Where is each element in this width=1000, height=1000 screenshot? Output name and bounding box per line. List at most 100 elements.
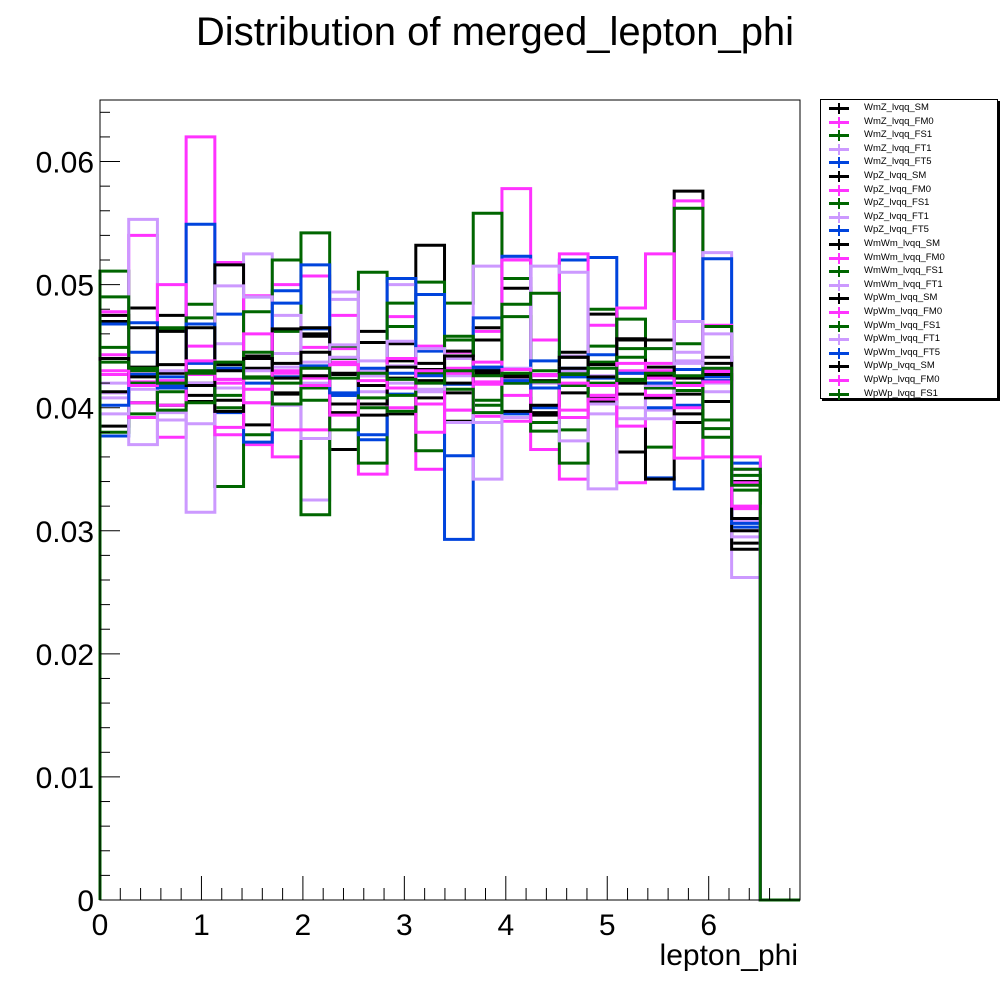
legend-entry: WpWm_lvqq_FS1 bbox=[821, 319, 997, 333]
x-tick-label: 0 bbox=[92, 909, 109, 942]
legend-label: WpWm_lvqq_FS1 bbox=[864, 319, 941, 331]
series-line-4 bbox=[98, 222, 800, 902]
histogram-series-group bbox=[98, 135, 800, 902]
legend-label: WmWm_lvqq_FM0 bbox=[864, 251, 945, 263]
y-tick-label: 0.01 bbox=[36, 762, 94, 795]
legend-errorbar-symbol bbox=[838, 184, 840, 196]
legend-entry: WmWm_lvqq_FS1 bbox=[821, 264, 997, 278]
legend-errorbar-symbol bbox=[838, 320, 840, 332]
legend-entry: WmWm_lvqq_SM bbox=[821, 237, 997, 251]
legend-entry: WmWm_lvqq_FM0 bbox=[821, 251, 997, 265]
x-tick-label: 3 bbox=[396, 909, 413, 942]
x-tick-label: 5 bbox=[599, 909, 616, 942]
y-tick-label: 0.03 bbox=[36, 516, 94, 549]
legend-label: WmZ_lvqq_FS1 bbox=[864, 129, 933, 141]
legend-errorbar-symbol bbox=[838, 266, 840, 278]
y-tick-label: 0.04 bbox=[36, 393, 94, 426]
y-tick-label: 0.05 bbox=[36, 270, 94, 303]
legend-entry: WpWm_lvqq_SM bbox=[821, 291, 997, 305]
y-tick-label: 0.02 bbox=[36, 639, 94, 672]
legend-entry: WpWp_lvqq_SM bbox=[821, 359, 997, 373]
legend-label: WpWm_lvqq_FM0 bbox=[864, 306, 943, 317]
legend-errorbar-symbol bbox=[838, 334, 840, 346]
legend-entry: WpWm_lvqq_FT5 bbox=[821, 346, 997, 360]
y-tick-labels: 0 0.01 0.02 0.03 0.04 0.05 0.06 bbox=[36, 147, 94, 918]
legend-entry: WpZ_lvqq_FT1 bbox=[821, 210, 997, 224]
legend-errorbar-symbol bbox=[838, 130, 840, 142]
y-tick-label: 0.06 bbox=[36, 147, 94, 180]
legend-entry: WmZ_lvqq_FS1 bbox=[821, 128, 997, 142]
legend-errorbar-symbol bbox=[838, 171, 840, 182]
legend-errorbar-symbol bbox=[838, 347, 840, 359]
series-line-0 bbox=[98, 189, 800, 902]
legend-label: WpWm_lvqq_FT5 bbox=[864, 346, 941, 358]
x-tick-label: 6 bbox=[700, 909, 717, 942]
legend-entry: WmZ_lvqq_FT1 bbox=[821, 142, 997, 156]
series-line-19 bbox=[98, 356, 800, 902]
legend-errorbar-symbol bbox=[838, 225, 840, 237]
legend-label: WpWm_lvqq_FT1 bbox=[864, 333, 941, 345]
series-line-16 bbox=[98, 295, 800, 902]
legend-entry: WpZ_lvqq_FM0 bbox=[821, 183, 997, 197]
series-line-14 bbox=[98, 350, 800, 902]
plot-frame bbox=[99, 99, 801, 901]
legend-label: WmWm_lvqq_FS1 bbox=[864, 265, 944, 277]
x-tick-label: 2 bbox=[295, 909, 312, 942]
legend-label: WpWp_lvqq_FS1 bbox=[864, 387, 938, 399]
chart-title: Distribution of merged_lepton_phi bbox=[195, 10, 795, 54]
legend-label: WmZ_lvqq_SM bbox=[864, 102, 929, 113]
legend-entry: WpWm_lvqq_FM0 bbox=[821, 305, 997, 319]
x-tick-labels: 0 1 2 3 4 5 6 bbox=[92, 909, 717, 942]
series-line-1 bbox=[98, 135, 800, 902]
legend-label: WpZ_lvqq_FT1 bbox=[864, 210, 929, 222]
legend-label: WmZ_lvqq_FT5 bbox=[864, 156, 932, 168]
y-tick-label: 0 bbox=[77, 885, 94, 918]
legend-errorbar-symbol bbox=[838, 103, 840, 114]
legend-errorbar-symbol bbox=[838, 252, 840, 264]
legend-label: WmZ_lvqq_FM0 bbox=[864, 115, 934, 127]
legend-errorbar-symbol bbox=[838, 157, 840, 169]
x-axis-label: lepton_phi bbox=[660, 939, 798, 972]
legend-errorbar-symbol bbox=[838, 211, 840, 223]
legend-label: WpZ_lvqq_FT5 bbox=[864, 224, 929, 236]
legend-label: WpZ_lvqq_FM0 bbox=[864, 183, 932, 195]
legend-errorbar-symbol bbox=[838, 143, 840, 155]
legend-label: WpWm_lvqq_SM bbox=[864, 292, 938, 304]
legend-errorbar-symbol bbox=[838, 375, 840, 386]
legend-label: WmWm_lvqq_FT1 bbox=[864, 278, 943, 290]
x-tick-label: 1 bbox=[193, 909, 210, 942]
legend-entry: WmZ_lvqq_FM0 bbox=[821, 115, 997, 129]
legend-label: WpWp_lvqq_SM bbox=[864, 360, 935, 372]
legend-errorbar-symbol bbox=[838, 388, 840, 400]
legend-errorbar-symbol bbox=[838, 239, 840, 250]
legend-label: WmZ_lvqq_FT1 bbox=[864, 142, 932, 154]
legend-entry: WpZ_lvqq_FS1 bbox=[821, 196, 997, 210]
series-line-13 bbox=[98, 320, 800, 902]
legend-entry: WmZ_lvqq_FT5 bbox=[821, 155, 997, 169]
series-line-21 bbox=[98, 360, 800, 902]
legend-errorbar-symbol bbox=[838, 279, 840, 291]
legend-entry: WpWp_lvqq_FS1 bbox=[821, 387, 997, 401]
legend-label: WpZ_lvqq_FS1 bbox=[864, 197, 930, 209]
legend: WmZ_lvqq_SM WmZ_lvqq_FM0 WmZ_lvqq_FS1 WmZ_l… bbox=[820, 99, 998, 401]
legend-label: WpZ_lvqq_SM bbox=[864, 170, 927, 181]
legend-errorbar-symbol bbox=[838, 116, 840, 128]
legend-entry: WpWm_lvqq_FT1 bbox=[821, 332, 997, 346]
legend-entry: WpWp_lvqq_FM0 bbox=[821, 373, 997, 387]
series-line-18 bbox=[98, 361, 800, 902]
series-line-17 bbox=[98, 355, 800, 902]
legend-label: WmWm_lvqq_SM bbox=[864, 238, 941, 249]
axis-ticks bbox=[99, 111, 791, 901]
legend-entry: WmWm_lvqq_FT1 bbox=[821, 278, 997, 292]
legend-entry: WmZ_lvqq_SM bbox=[821, 101, 997, 115]
legend-entry: WpZ_lvqq_FT5 bbox=[821, 223, 997, 237]
legend-entry: WpZ_lvqq_SM bbox=[821, 169, 997, 183]
series-line-15 bbox=[98, 353, 800, 902]
legend-label: WpWp_lvqq_FM0 bbox=[864, 374, 940, 385]
legend-errorbar-symbol bbox=[838, 361, 840, 373]
legend-errorbar-symbol bbox=[838, 307, 840, 318]
series-line-20 bbox=[98, 359, 800, 902]
legend-errorbar-symbol bbox=[838, 293, 840, 305]
x-tick-label: 4 bbox=[497, 909, 514, 942]
legend-errorbar-symbol bbox=[838, 198, 840, 210]
